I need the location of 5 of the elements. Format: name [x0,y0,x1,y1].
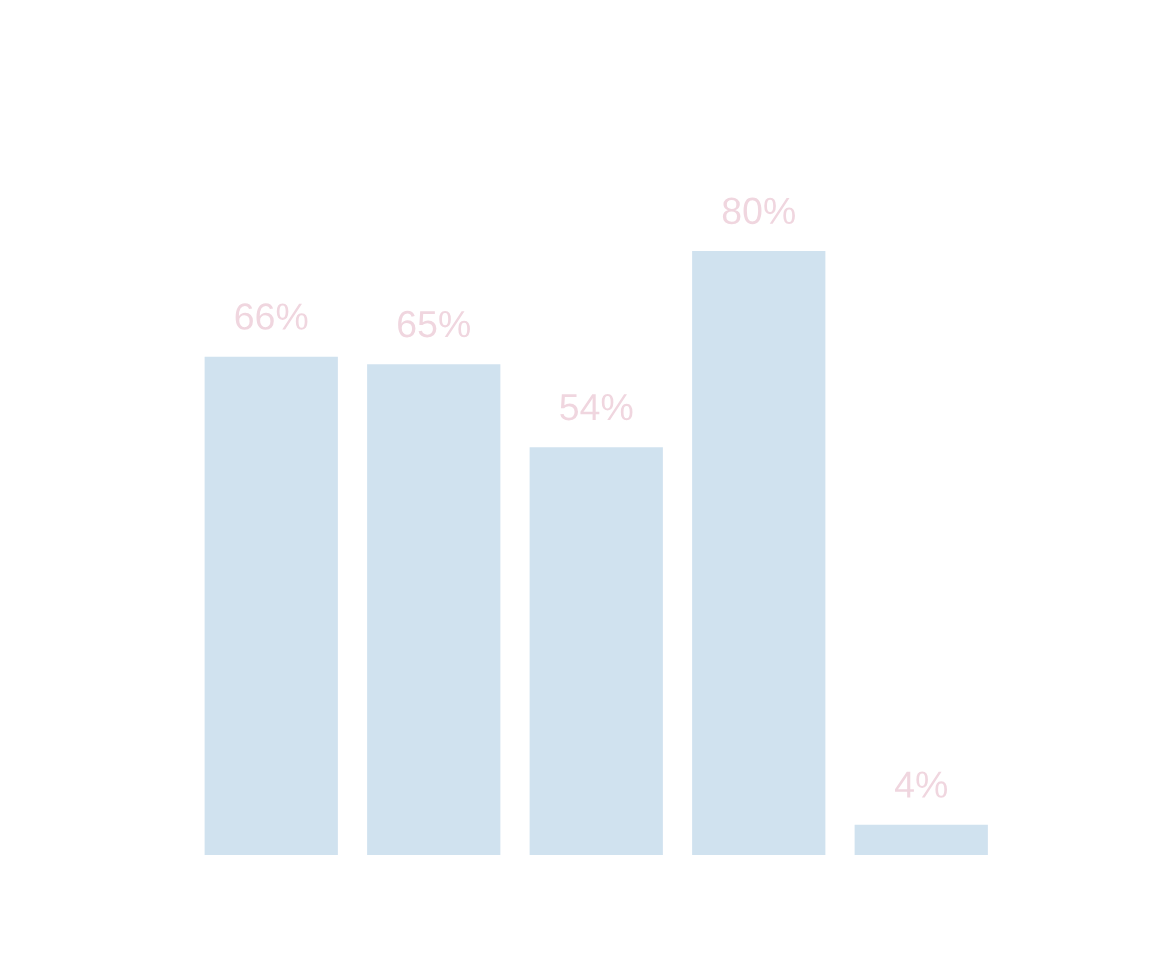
bar [529,447,663,855]
bar [204,356,338,855]
bar [692,251,826,855]
bar [854,824,988,855]
bar [367,364,501,855]
